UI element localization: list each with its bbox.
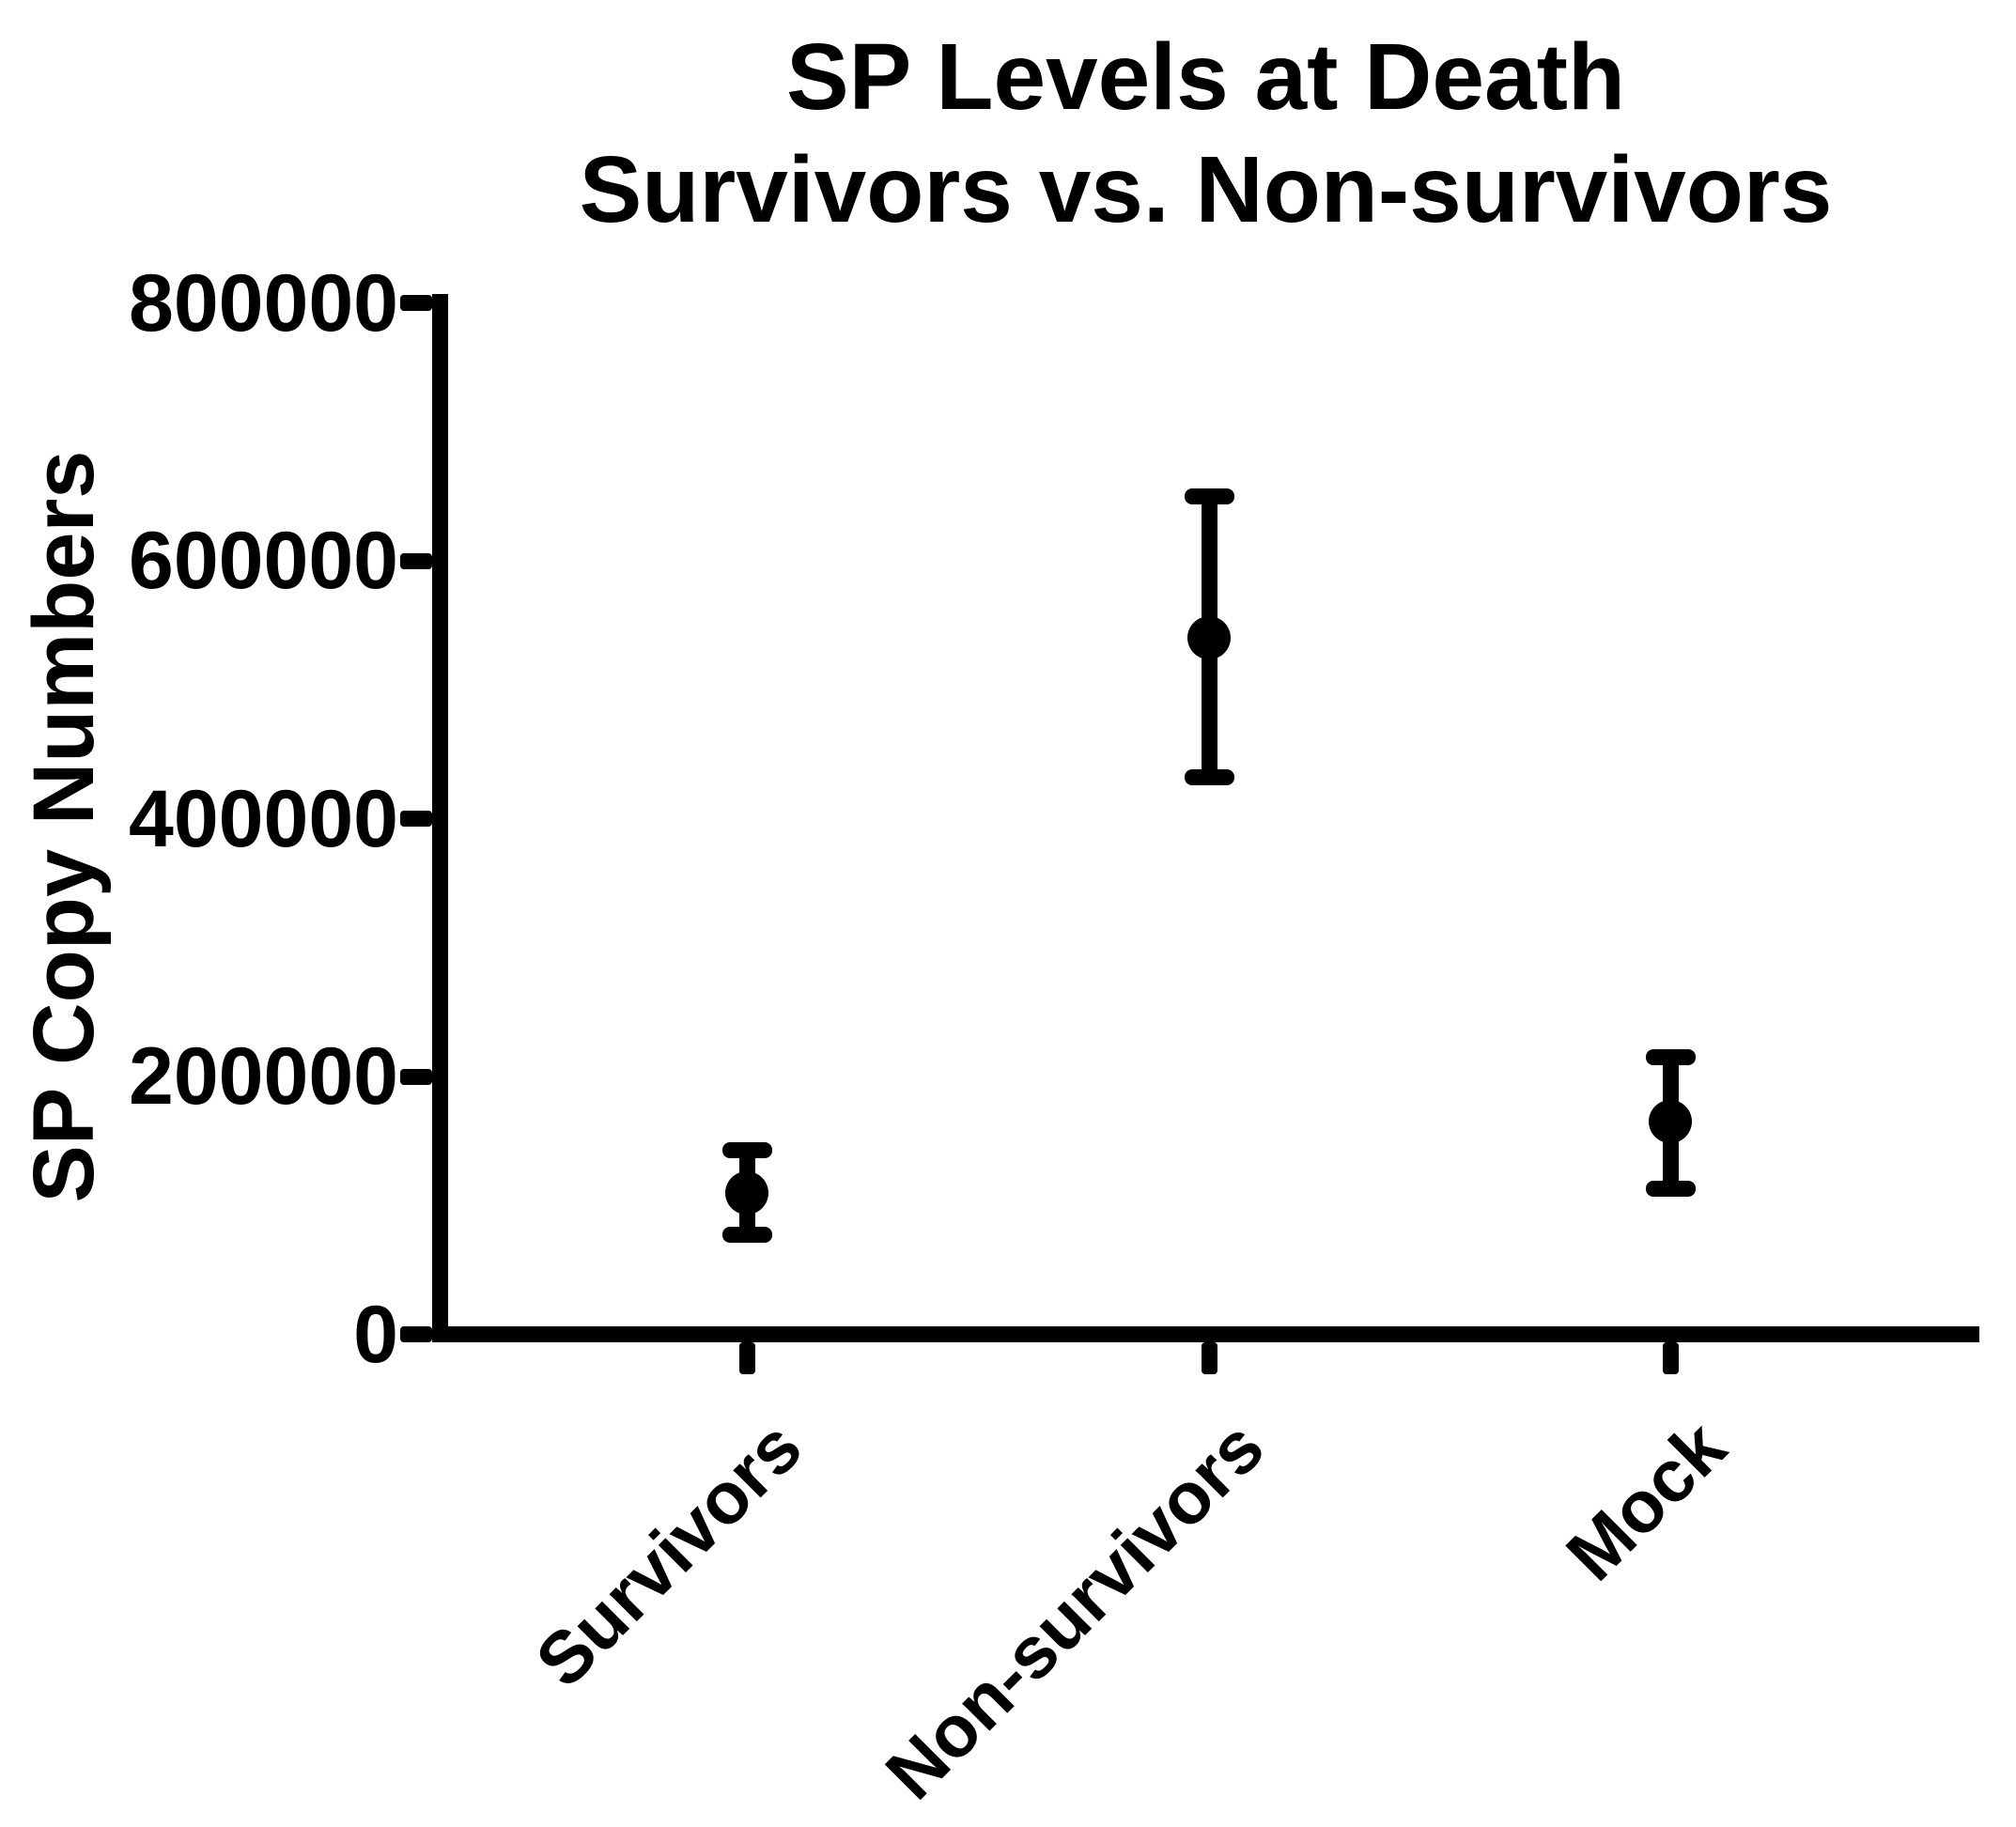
y-axis-tick-label: 200000: [129, 1031, 398, 1122]
y-axis-tick-label: 600000: [129, 516, 398, 606]
x-axis-tick: [1201, 1342, 1217, 1374]
x-axis-category-label: Mock: [1549, 1404, 1742, 1597]
data-point: [1649, 1100, 1692, 1144]
y-axis-tick: [400, 552, 432, 569]
error-bar-lower-cap: [721, 1227, 772, 1244]
error-bar-upper-cap: [1184, 488, 1234, 504]
chart-title-line2: Survivors vs. Non-survivors: [579, 137, 1833, 242]
y-axis-tick-label: 400000: [129, 773, 398, 864]
x-axis-tick: [1662, 1342, 1679, 1374]
y-axis-line: [432, 294, 448, 1342]
x-axis-tick: [738, 1342, 755, 1374]
x-axis-category-label: Survivors: [520, 1404, 818, 1703]
error-bar-lower-cap: [1645, 1180, 1696, 1197]
x-axis-line: [432, 1326, 1979, 1342]
y-axis-tick-label: 0: [353, 1289, 398, 1380]
data-point: [1187, 616, 1231, 660]
data-point: [725, 1170, 768, 1215]
chart-title-line1: SP Levels at Death: [785, 24, 1626, 130]
y-axis-tick: [400, 1068, 432, 1085]
error-bar-lower-cap: [1184, 769, 1234, 786]
x-axis-category-label: Non-survivors: [869, 1404, 1280, 1816]
y-axis-tick-label: 800000: [129, 257, 398, 348]
error-bar-upper-cap: [721, 1141, 772, 1158]
y-axis-tick: [400, 1326, 432, 1342]
error-bar-upper-cap: [1645, 1048, 1696, 1065]
y-axis-tick: [400, 295, 432, 311]
y-axis-tick: [400, 811, 432, 827]
